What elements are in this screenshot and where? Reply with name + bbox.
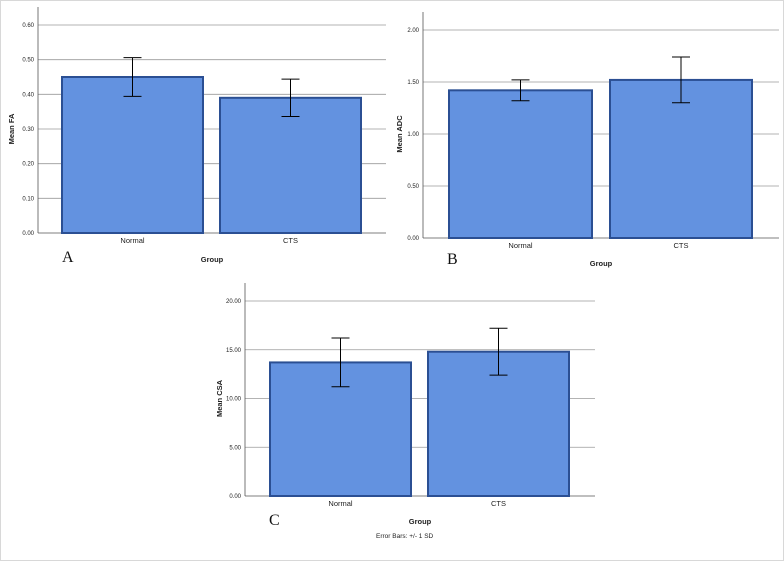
- category-label: Normal: [328, 499, 353, 508]
- error-bar-cts: [281, 78, 300, 118]
- y-tick-label: 1.50: [407, 80, 419, 86]
- y-tick-label: 0.20: [22, 162, 34, 168]
- chart-panel-b: 0.00 0.50 1.00 1.50 2.00 Normal CTS Mean ADC Gro…: [395, 12, 779, 268]
- y-axis-title: Mean FA: [7, 113, 16, 144]
- y-tick-label: 15.00: [226, 348, 242, 354]
- y-tick-label: 0.40: [22, 92, 34, 98]
- y-tick-label: 0.30: [22, 127, 34, 133]
- bar-normal: [448, 89, 593, 239]
- x-axis-title: Group: [590, 259, 613, 268]
- y-tick-label: 2.00: [407, 28, 419, 34]
- category-label: Normal: [120, 236, 145, 245]
- panel-letter: C: [269, 512, 280, 529]
- y-axis-title: Mean CSA: [215, 379, 224, 417]
- y-tick-label: 0.00: [229, 494, 241, 500]
- y-axis-title: Mean ADC: [395, 115, 404, 153]
- y-tick-label: 0.00: [22, 231, 34, 237]
- error-bar-normal: [123, 57, 142, 97]
- y-tick-label: 0.50: [22, 58, 34, 64]
- y-tick-label: 0.10: [22, 196, 34, 202]
- error-bars-footnote: Error Bars: +/- 1 SD: [376, 533, 434, 540]
- category-label: CTS: [283, 236, 298, 245]
- y-tick-label: 10.00: [226, 397, 242, 403]
- panel-letter: B: [447, 251, 458, 268]
- y-tick-label: 0.60: [22, 23, 34, 29]
- y-tick-label: 5.00: [229, 445, 241, 451]
- y-tick-label: 20.00: [226, 299, 242, 305]
- y-tick-label: 0.00: [407, 236, 419, 242]
- y-tick-label: 1.00: [407, 132, 419, 138]
- bar-normal: [61, 76, 204, 234]
- category-label: Normal: [508, 241, 533, 250]
- chart-panel-a: 0.00 0.10 0.20 0.30 0.40 0.50 0.60 Normal CTS Mea…: [7, 7, 386, 266]
- y-tick-label: 0.50: [407, 184, 419, 190]
- x-axis-title: Group: [409, 517, 432, 526]
- error-bar-cts: [672, 56, 690, 104]
- error-bar-normal: [331, 337, 350, 388]
- bar-cts: [609, 78, 753, 239]
- error-bar-cts: [489, 327, 508, 376]
- category-label: CTS: [491, 499, 506, 508]
- error-bar-normal: [511, 79, 530, 102]
- category-label: CTS: [674, 241, 689, 250]
- panel-letter: A: [62, 249, 74, 266]
- chart-panel-c: 0.00 5.00 10.00 15.00 20.00 Normal CTS Mean CSA…: [215, 283, 595, 529]
- x-axis-title: Group: [201, 255, 224, 264]
